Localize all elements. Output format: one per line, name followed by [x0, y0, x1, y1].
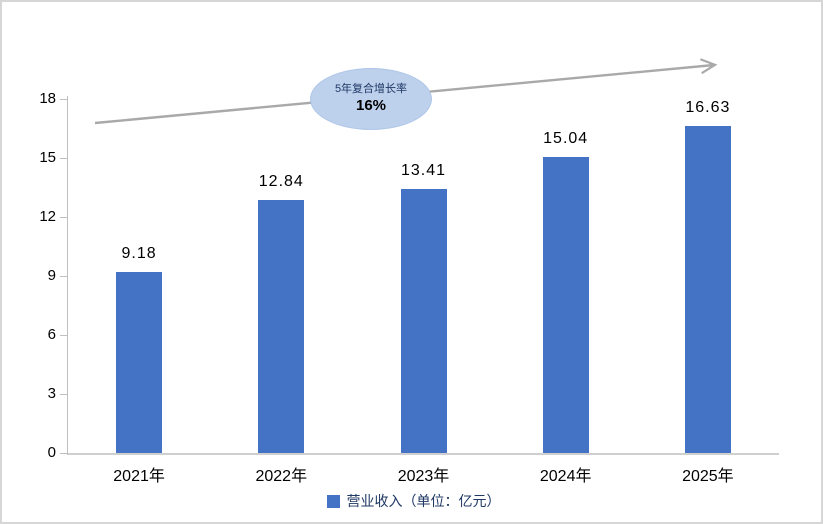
bar-value-label: 16.63: [685, 98, 731, 116]
bar-2025年: [684, 125, 731, 453]
bar-2021年: [116, 272, 163, 453]
x-tick-label: 2023年: [397, 468, 450, 485]
y-axis-tick: [60, 99, 67, 100]
legend-series-label: 营业收入（单位：亿元）: [346, 493, 501, 509]
bar-2022年: [258, 200, 305, 453]
y-axis-tick: [60, 217, 67, 218]
bar-value-label: 13.41: [400, 162, 447, 180]
y-axis: [67, 96, 68, 455]
y-tick-label: 9: [47, 267, 56, 284]
y-tick-label: 15: [39, 149, 56, 166]
legend: 营业收入（单位：亿元）: [2, 491, 821, 511]
y-axis-tick: [60, 158, 67, 159]
legend-marker-square: [326, 494, 340, 508]
y-tick-label: 12: [39, 208, 56, 225]
cagr-annotation-ellipse: 5年复合增长率 16%: [310, 68, 432, 130]
y-tick-label: 18: [39, 90, 56, 107]
x-axis: [68, 453, 779, 455]
y-tick-label: 0: [47, 444, 56, 461]
x-tick-label: 2022年: [255, 468, 308, 485]
bar-value-label: 15.04: [543, 130, 589, 148]
y-axis-tick: [60, 394, 67, 395]
cagr-label: 5年复合增长率: [334, 82, 408, 95]
bar-2023年: [400, 189, 447, 453]
x-tick-label: 2021年: [113, 468, 165, 485]
x-tick-label: 2025年: [682, 468, 734, 485]
cagr-value: 16%: [355, 96, 387, 114]
bar-value-label: 9.18: [121, 245, 157, 263]
y-axis-tick: [60, 453, 67, 454]
x-tick-label: 2024年: [539, 468, 592, 485]
y-tick-label: 6: [47, 326, 56, 343]
bar-value-label: 12.84: [258, 173, 304, 191]
y-axis-tick: [60, 335, 67, 336]
y-tick-label: 3: [47, 385, 56, 402]
bar-2024年: [542, 157, 589, 453]
y-axis-tick: [60, 276, 67, 277]
